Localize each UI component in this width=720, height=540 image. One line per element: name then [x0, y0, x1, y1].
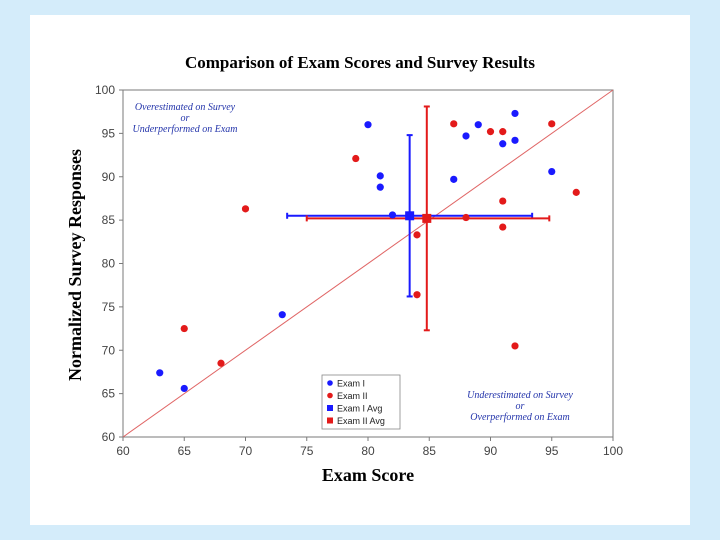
legend-label-exam-i-avg: Exam I Avg — [337, 404, 382, 414]
exam-i-point — [364, 121, 372, 129]
x-tick-label: 70 — [239, 444, 253, 458]
legend-swatch-exam-i-avg — [327, 405, 333, 411]
exam-i-point — [474, 121, 482, 129]
y-tick-label: 70 — [102, 343, 116, 357]
exam-i-point — [548, 167, 556, 176]
exam-ii-point — [413, 231, 421, 239]
x-tick-label: 95 — [545, 444, 559, 458]
exam-i-point — [376, 172, 384, 180]
exam-ii-point — [511, 342, 519, 350]
annotation-upper-left: or — [181, 113, 190, 124]
x-tick-label: 60 — [116, 444, 130, 458]
annotation-lower-right: Overperformed on Exam — [470, 412, 569, 423]
x-tick-label: 65 — [178, 444, 192, 458]
y-tick-label: 90 — [102, 170, 116, 184]
exam-i-point — [511, 109, 519, 118]
y-tick-label: 60 — [102, 430, 116, 444]
exam-i-point — [278, 311, 286, 319]
exam-ii-point — [486, 128, 495, 136]
exam-i-point — [180, 384, 188, 393]
exam-ii-point — [462, 213, 470, 222]
chart-title: Comparison of Exam Scores and Survey Res… — [185, 53, 535, 72]
exam-i-point — [462, 132, 470, 140]
exam-i-point — [388, 211, 397, 219]
y-tick-label: 80 — [102, 257, 116, 271]
exam-ii-point — [217, 359, 225, 367]
exam-ii-point — [499, 197, 507, 205]
x-tick-label: 100 — [603, 444, 623, 458]
annotation-lower-right: Underestimated on Survey — [467, 390, 573, 401]
exam-ii-point — [352, 154, 360, 163]
exam-i-point — [376, 183, 384, 191]
x-axis-title: Exam Score — [322, 465, 414, 485]
y-tick-label: 85 — [102, 213, 116, 227]
y-tick-label: 95 — [102, 126, 116, 140]
legend-swatch-exam-i — [327, 380, 333, 386]
exam-ii-point — [413, 291, 421, 299]
legend-label-exam-ii-avg: Exam II Avg — [337, 416, 385, 426]
annotation-upper-left: Overestimated on Survey — [135, 102, 236, 113]
exam-i-point — [499, 140, 507, 148]
x-tick-label: 80 — [361, 444, 375, 458]
exam-i-avg-point — [405, 211, 415, 221]
x-tick-label: 90 — [484, 444, 498, 458]
exam-i-point — [450, 175, 458, 183]
y-tick-label: 65 — [102, 387, 116, 401]
chart: Comparison of Exam Scores and Survey Res… — [65, 53, 623, 485]
x-tick-label: 75 — [300, 444, 314, 458]
exam-ii-point — [499, 223, 507, 231]
y-tick-label: 100 — [95, 83, 115, 97]
exam-ii-point — [548, 120, 556, 128]
exam-i-point — [156, 369, 164, 377]
exam-ii-point — [572, 188, 580, 196]
exam-ii-point — [499, 128, 507, 136]
legend-box — [321, 374, 401, 430]
legend-swatch-exam-ii — [327, 392, 333, 399]
exam-ii-point — [450, 120, 458, 128]
slide-panel: Comparison of Exam Scores and Survey Res… — [30, 15, 690, 525]
x-tick-label: 85 — [423, 444, 437, 458]
y-tick-label: 75 — [102, 300, 116, 314]
exam-i-point — [511, 136, 519, 144]
legend-label-exam-i: Exam I — [337, 379, 365, 389]
y-axis-title: Normalized Survey Responses — [65, 149, 85, 381]
exam-ii-point — [241, 205, 250, 213]
legend-swatch-exam-ii-avg — [327, 417, 333, 424]
exam-ii-point — [180, 324, 188, 333]
exam-ii-avg-point — [422, 213, 432, 223]
annotation-upper-left: Underperformed on Exam — [133, 124, 238, 135]
reference-diagonal-line — [122, 89, 614, 438]
legend-label-exam-ii: Exam II — [337, 391, 368, 401]
annotation-lower-right: or — [516, 401, 525, 412]
